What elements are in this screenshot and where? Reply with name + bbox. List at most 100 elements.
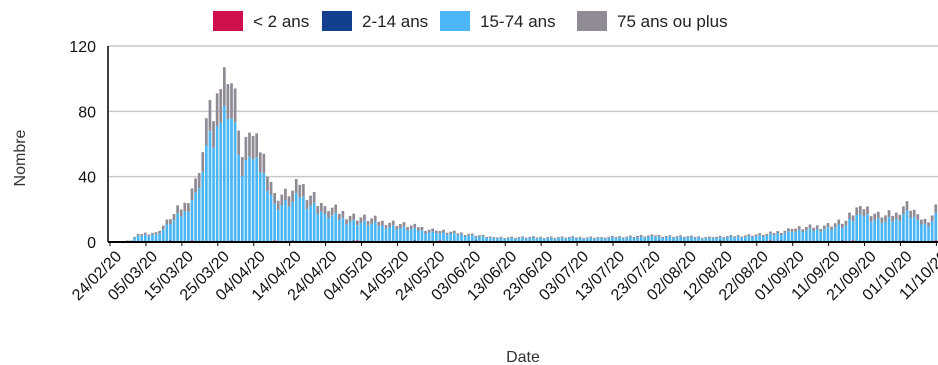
bar-48-2 [280, 205, 284, 242]
bar-10-2 [143, 234, 147, 242]
bar-203-3 [837, 219, 841, 225]
bar-125-3 [557, 237, 560, 239]
bar-66-2 [345, 224, 348, 242]
bar-8-3 [136, 233, 140, 236]
bar-36-3 [237, 130, 241, 156]
bar-30-2 [215, 126, 219, 242]
bar-198-3 [819, 228, 823, 232]
bar-138-3 [603, 237, 607, 239]
bar-32-3 [222, 67, 226, 106]
bar-12-3 [151, 232, 154, 235]
bar-81-2 [399, 227, 402, 242]
bar-125-2 [557, 238, 560, 242]
bar-174-3 [733, 236, 736, 238]
bar-61-3 [327, 211, 330, 218]
bar-202-2 [833, 227, 837, 242]
bar-148-2 [639, 236, 643, 242]
bar-20-3 [179, 209, 183, 217]
bar-162-2 [690, 236, 693, 242]
bar-217-3 [887, 210, 891, 218]
bar-53-2 [298, 197, 302, 242]
bar-36-2 [237, 155, 241, 242]
bar-149-2 [643, 237, 647, 242]
bar-129-2 [571, 237, 575, 242]
bar-123-2 [549, 237, 553, 242]
bar-45-2 [269, 195, 273, 242]
bar-101-2 [470, 235, 474, 242]
bar-144-3 [625, 236, 629, 238]
bar-132-2 [582, 238, 585, 242]
bar-112-2 [510, 237, 514, 242]
bar-113-3 [514, 237, 517, 239]
bar-83-2 [406, 230, 409, 242]
bar-50-3 [287, 196, 291, 207]
bar-157-3 [672, 236, 675, 238]
legend-swatch-3 [577, 11, 607, 31]
bar-204-2 [840, 227, 844, 241]
legend: < 2 ans 2-14 ans 15-74 ans 75 ans ou plus [213, 11, 728, 31]
bar-181-3 [758, 233, 762, 236]
bar-168-2 [711, 238, 715, 242]
x-tick-labels: 24/02/2005/03/2015/03/2025/03/2004/04/20… [69, 242, 938, 304]
bar-104-2 [481, 236, 485, 242]
bar-128-2 [567, 238, 571, 242]
bar-177-2 [743, 236, 747, 242]
bar-132-3 [582, 237, 585, 239]
bar-120-2 [539, 237, 542, 242]
bar-75-2 [377, 226, 381, 242]
bar-175-3 [736, 235, 740, 237]
bar-63-2 [334, 212, 338, 242]
bar-103-3 [478, 235, 481, 237]
bar-215-3 [880, 217, 884, 223]
bar-135-3 [593, 237, 596, 239]
bar-225-3 [916, 214, 920, 221]
bar-5-3 [125, 240, 129, 241]
bar-212-2 [869, 221, 873, 242]
bar-172-3 [726, 236, 729, 238]
bar-60-3 [323, 206, 327, 214]
bar-65-2 [341, 217, 345, 242]
bar-127-3 [564, 237, 568, 239]
bar-52-3 [294, 179, 298, 193]
bar-167-2 [708, 237, 711, 242]
bar-71-3 [363, 214, 366, 221]
bar-91-2 [434, 233, 438, 242]
bar-89-3 [427, 229, 431, 233]
bar-110-2 [503, 238, 506, 242]
bar-106-2 [488, 237, 492, 242]
bar-153-3 [657, 235, 661, 237]
bar-169-2 [715, 238, 718, 242]
bar-94-3 [445, 232, 449, 235]
bar-151-2 [650, 236, 654, 242]
bar-90-3 [431, 228, 435, 232]
legend-label-0: < 2 ans [253, 12, 309, 31]
bar-169-3 [715, 236, 718, 239]
bar-60-2 [323, 213, 327, 242]
bar-73-2 [370, 223, 373, 242]
bar-177-3 [743, 235, 747, 237]
bar-147-2 [636, 237, 639, 242]
bar-122-3 [546, 237, 550, 239]
bar-56-2 [309, 205, 312, 242]
bar-71-2 [363, 220, 366, 242]
bar-173-2 [729, 236, 733, 242]
bar-206-2 [848, 219, 851, 242]
bar-192-2 [797, 229, 801, 242]
bar-146-3 [632, 236, 636, 239]
bar-62-3 [330, 207, 334, 216]
bar-96-2 [452, 233, 456, 242]
bar-88-3 [424, 231, 427, 234]
bar-185-3 [772, 233, 776, 236]
legend-swatch-0 [213, 11, 243, 31]
bar-145-3 [628, 235, 632, 238]
bar-57-3 [312, 192, 316, 204]
bar-167-3 [708, 236, 711, 238]
bar-123-3 [549, 236, 553, 238]
bar-112-3 [510, 236, 514, 238]
bar-108-3 [496, 237, 499, 239]
bar-222-2 [905, 210, 909, 242]
bar-74-3 [373, 215, 377, 222]
bar-163-3 [693, 236, 697, 239]
bar-160-2 [682, 238, 686, 242]
